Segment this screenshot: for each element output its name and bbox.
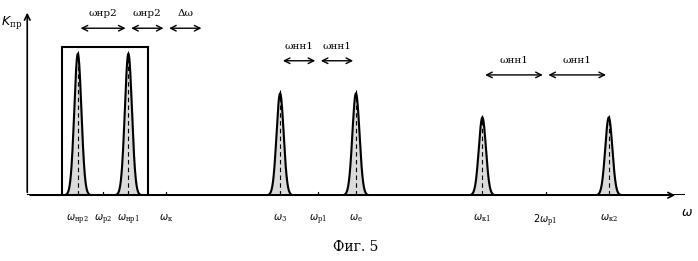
- Text: ωнр2: ωнр2: [89, 9, 117, 18]
- Text: ωнн1: ωнн1: [285, 42, 313, 51]
- Text: ωнн1: ωнн1: [500, 56, 528, 65]
- Text: $\omega$: $\omega$: [681, 206, 693, 219]
- Text: $\omega_{\mathregular{р2}}$: $\omega_{\mathregular{р2}}$: [94, 212, 112, 227]
- Text: $\omega_{\mathregular{к1}}$: $\omega_{\mathregular{к1}}$: [473, 212, 491, 224]
- Text: $K_{\mathregular{пр}}$: $K_{\mathregular{пр}}$: [1, 14, 22, 31]
- Bar: [61, 47, 147, 195]
- Text: $2\omega_{\mathregular{р1}}$: $2\omega_{\mathregular{р1}}$: [533, 212, 558, 229]
- Text: $\omega_{\mathregular{е}}$: $\omega_{\mathregular{е}}$: [349, 212, 363, 224]
- Text: $\omega_{\mathregular{3}}$: $\omega_{\mathregular{3}}$: [273, 212, 287, 224]
- Text: $\omega_{\mathregular{р1}}$: $\omega_{\mathregular{р1}}$: [309, 212, 327, 227]
- Text: ωнн1: ωнн1: [563, 56, 592, 65]
- Text: Δω: Δω: [177, 9, 193, 18]
- Text: $\omega_{\mathregular{нр1}}$: $\omega_{\mathregular{нр1}}$: [117, 212, 140, 227]
- Text: Фиг. 5: Фиг. 5: [333, 240, 378, 254]
- Text: ωнр2: ωнр2: [133, 9, 162, 18]
- Text: $\omega_{\mathregular{к2}}$: $\omega_{\mathregular{к2}}$: [600, 212, 618, 224]
- Text: ωнн1: ωнн1: [322, 42, 351, 51]
- Text: $\omega_{\mathregular{нр2}}$: $\omega_{\mathregular{нр2}}$: [66, 212, 89, 227]
- Text: $\omega_{\mathregular{к}}$: $\omega_{\mathregular{к}}$: [159, 212, 174, 224]
